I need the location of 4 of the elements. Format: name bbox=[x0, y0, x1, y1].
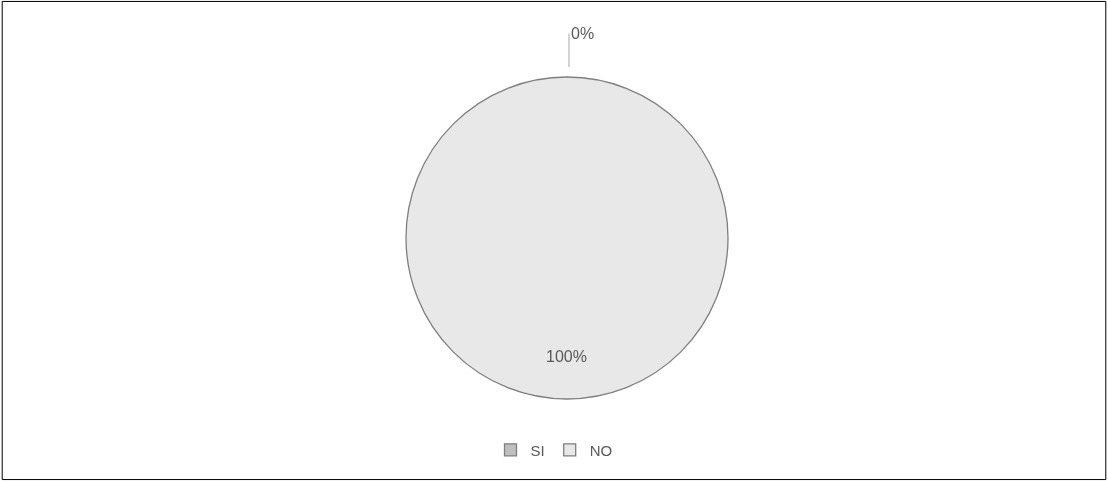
text: 0% bbox=[571, 25, 595, 42]
data-label: 100% bbox=[546, 348, 587, 365]
legend-label: SI bbox=[530, 441, 545, 459]
legend-label: NO bbox=[589, 441, 613, 459]
